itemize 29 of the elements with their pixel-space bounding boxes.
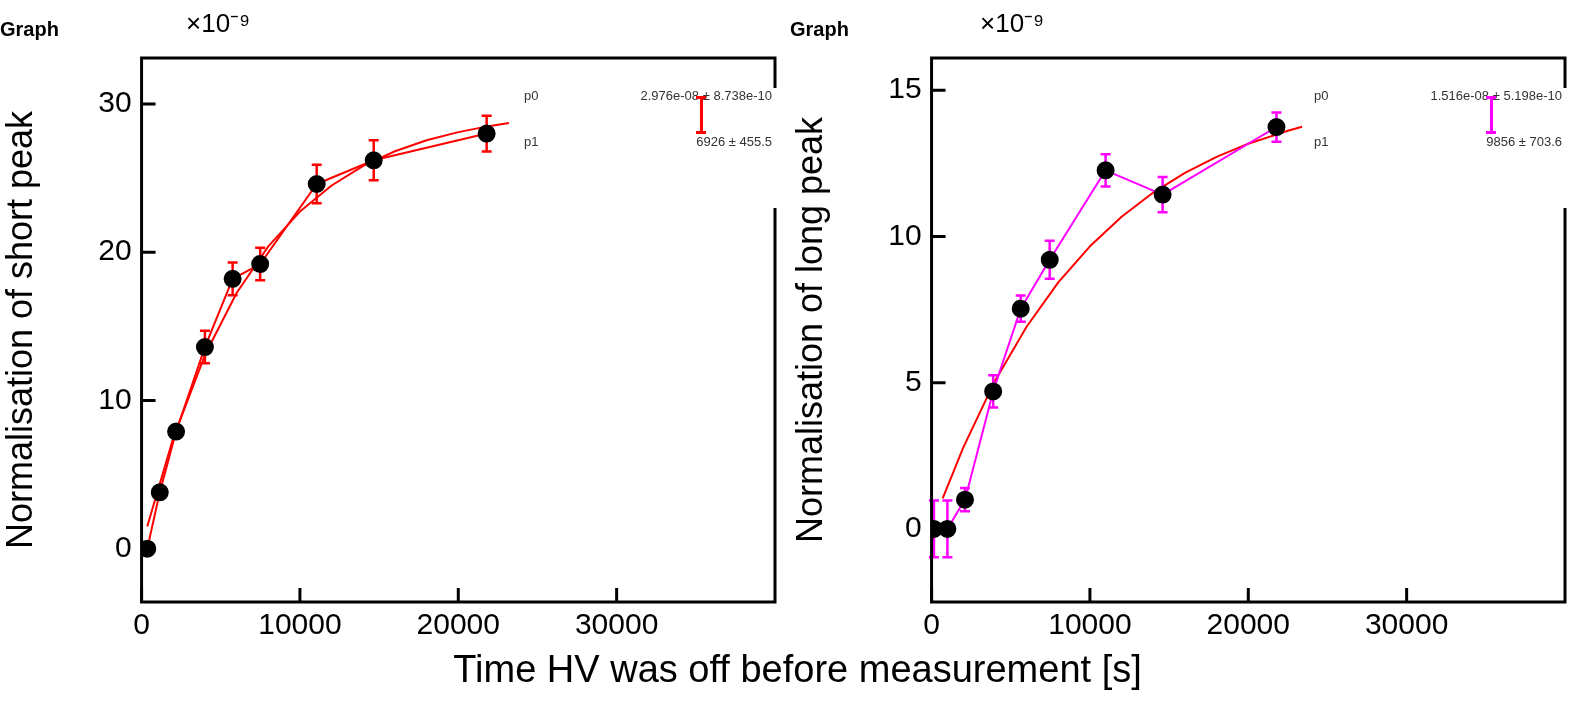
y-tick-label: 0 xyxy=(904,510,922,544)
x-tick-label: 10000 xyxy=(1048,607,1132,641)
y-tick-label: 0 xyxy=(114,529,132,563)
x-tick-label: 20000 xyxy=(1206,607,1290,641)
chart-title: Graph xyxy=(790,17,849,40)
chart-title: Graph xyxy=(0,17,59,40)
annotation: 2.976e-08 ± 8.738e-10 xyxy=(640,88,772,103)
y-tick-label: 5 xyxy=(904,363,922,397)
y-tick-label: 10 xyxy=(98,381,132,415)
annotation: p1 xyxy=(1314,134,1329,149)
text: ×10⁻⁹ xyxy=(186,7,251,40)
text: ×10⁻⁹ xyxy=(980,7,1045,40)
annotation: 9856 ± 703.6 xyxy=(1486,134,1562,149)
x-tick-label: 30000 xyxy=(1364,607,1449,641)
x-axis-title: Time HV was off before measurement [s] xyxy=(452,648,1143,691)
x-tick-label: 10000 xyxy=(258,607,342,641)
annotation: p1 xyxy=(524,134,539,149)
x-tick-label: 20000 xyxy=(416,607,500,641)
y-tick-label: 30 xyxy=(98,85,132,119)
annotation: 1.516e-08 ± 5.198e-10 xyxy=(1430,88,1562,103)
annotation: p0 xyxy=(524,88,539,103)
y-axis-title: Normalisation of long peak xyxy=(788,115,830,544)
x-tick-label: 30000 xyxy=(574,607,659,641)
y-tick-label: 20 xyxy=(98,233,132,267)
y-axis-title: Normalisation of short peak xyxy=(0,109,40,550)
annotation: 6926 ± 455.5 xyxy=(696,134,772,149)
y-tick-label: 15 xyxy=(888,71,922,105)
y-tick-label: 10 xyxy=(888,217,922,251)
annotation: p0 xyxy=(1314,88,1329,103)
